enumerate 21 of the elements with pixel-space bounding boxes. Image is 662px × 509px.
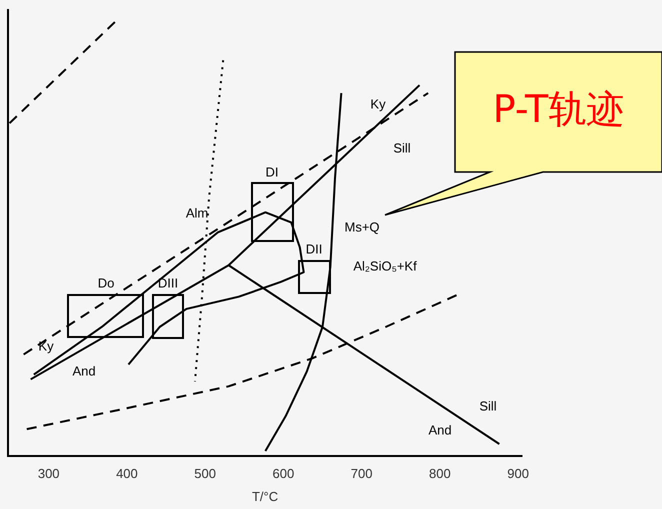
x-tick-label: 600: [272, 466, 294, 482]
x-tick-label: 300: [38, 466, 60, 482]
x-axis-title: T/°C: [252, 488, 278, 504]
annotation: Do: [98, 276, 114, 291]
annotation: Ky: [38, 338, 54, 354]
x-tick-label: 800: [429, 466, 451, 482]
annotation: Sill: [393, 140, 411, 156]
x-tick-label: 500: [194, 466, 216, 482]
annotation: And: [428, 422, 452, 438]
x-tick-label: 900: [507, 466, 529, 482]
annotation: Sill: [479, 398, 497, 414]
annotation: DII: [306, 242, 322, 257]
annotation: Ms+Q: [344, 220, 380, 235]
annotation: Ky: [370, 96, 386, 112]
annotation: P-T轨迹: [492, 86, 624, 131]
annotation: Alm: [186, 206, 208, 221]
x-tick-label: 400: [116, 466, 138, 482]
annotation: Al₂SiO₅+Kf: [353, 258, 418, 274]
annotation: And: [72, 364, 96, 379]
annotation: DI: [266, 164, 278, 180]
x-tick-label: 700: [350, 466, 372, 482]
